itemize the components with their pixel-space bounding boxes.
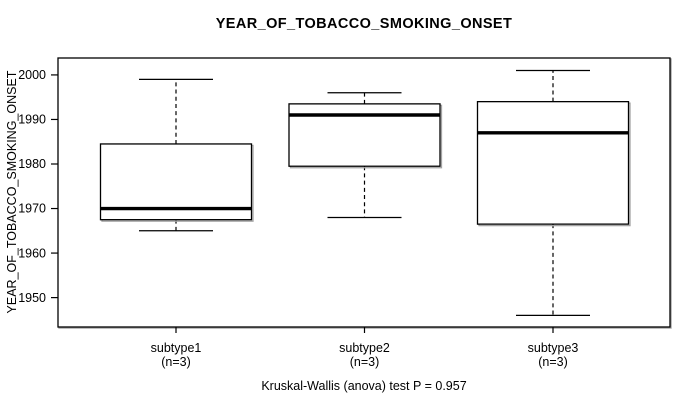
y-tick-label: 1990 (18, 113, 46, 127)
x-category-sublabel: (n=3) (161, 355, 191, 369)
y-tick-label: 2000 (18, 68, 46, 82)
x-category-label: subtype1 (151, 341, 202, 355)
chart-title: YEAR_OF_TOBACCO_SMOKING_ONSET (215, 16, 513, 32)
stat-test-note: Kruskal-Wallis (anova) test P = 0.957 (261, 379, 467, 393)
y-tick-label: 1980 (18, 157, 46, 171)
y-tick-label: 1950 (18, 291, 46, 305)
x-category-label: subtype3 (528, 341, 579, 355)
box-rect (288, 103, 441, 167)
x-category-label: subtype2 (339, 341, 390, 355)
x-category-sublabel: (n=3) (350, 355, 380, 369)
y-tick-label: 1960 (18, 246, 46, 260)
box-rect (476, 100, 630, 225)
y-tick-label: 1970 (18, 202, 46, 216)
x-category-sublabel: (n=3) (538, 355, 568, 369)
